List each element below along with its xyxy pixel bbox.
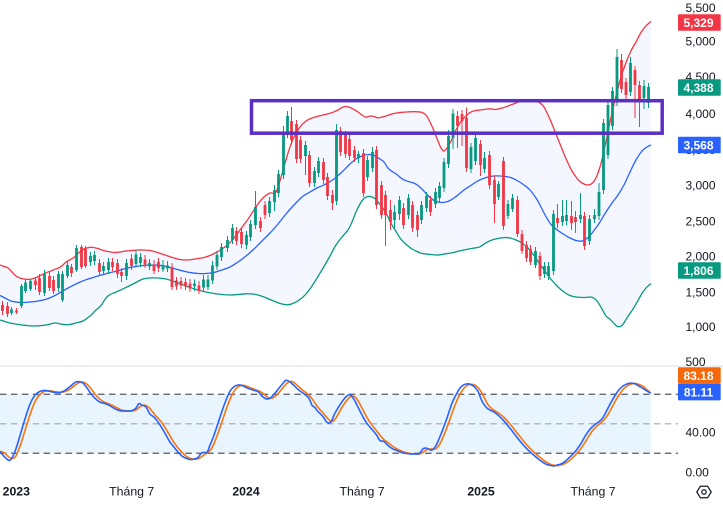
svg-text:2,000: 2,000 bbox=[686, 249, 716, 263]
svg-text:5,000: 5,000 bbox=[686, 35, 716, 49]
svg-text:5,329: 5,329 bbox=[683, 16, 713, 30]
svg-text:83.18: 83.18 bbox=[683, 369, 713, 383]
svg-text:1,000: 1,000 bbox=[686, 320, 716, 334]
svg-text:Tháng 7: Tháng 7 bbox=[570, 485, 615, 499]
svg-text:4,000: 4,000 bbox=[686, 107, 716, 121]
svg-text:Tháng 7: Tháng 7 bbox=[339, 485, 384, 499]
svg-text:2025: 2025 bbox=[467, 485, 495, 499]
svg-text:81.11: 81.11 bbox=[684, 385, 714, 399]
svg-text:2024: 2024 bbox=[232, 485, 260, 499]
svg-text:4,388: 4,388 bbox=[683, 81, 713, 95]
svg-text:2,500: 2,500 bbox=[686, 215, 716, 229]
svg-text:0.00: 0.00 bbox=[686, 466, 710, 480]
svg-text:1,500: 1,500 bbox=[686, 285, 716, 299]
svg-text:3,568: 3,568 bbox=[683, 138, 713, 152]
svg-text:3,000: 3,000 bbox=[686, 179, 716, 193]
svg-text:1,806: 1,806 bbox=[683, 264, 713, 278]
svg-text:500: 500 bbox=[686, 355, 706, 369]
svg-text:2023: 2023 bbox=[3, 485, 31, 499]
svg-text:5,500: 5,500 bbox=[686, 1, 716, 15]
svg-text:40.00: 40.00 bbox=[686, 426, 716, 440]
svg-text:Tháng 7: Tháng 7 bbox=[109, 485, 154, 499]
